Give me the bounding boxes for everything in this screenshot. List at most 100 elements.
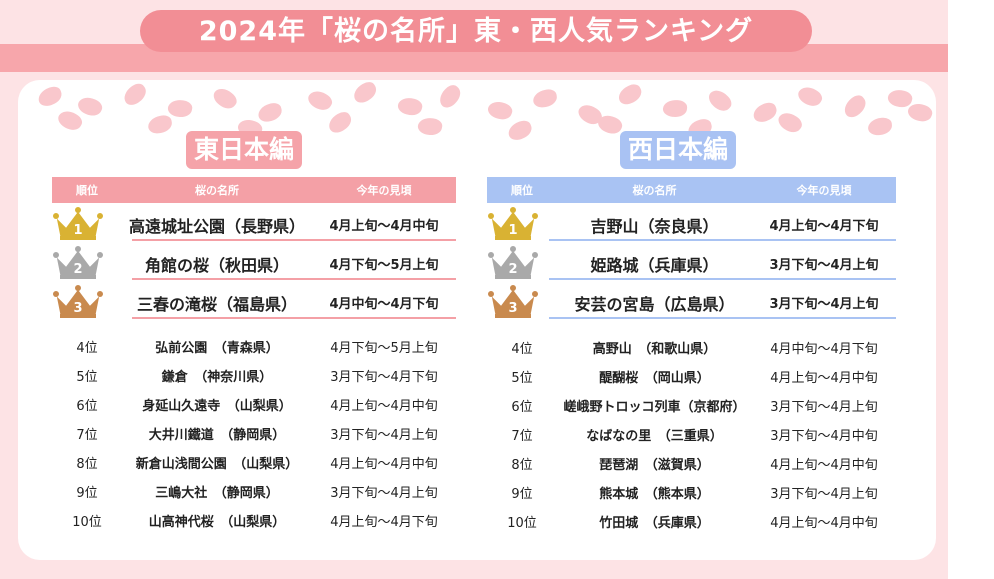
- bloom-period: 4月上旬～4月中旬: [770, 371, 878, 386]
- spot-name: 大井川鐵道 （静岡県）: [148, 428, 286, 443]
- crown-rank-number: 1: [508, 223, 517, 238]
- bloom-period: 4月上旬～4月下旬: [330, 515, 438, 530]
- sakura-petal: [531, 88, 559, 109]
- row-underline: [549, 317, 896, 319]
- bloom-period: 3月下旬～4月上旬: [330, 486, 438, 501]
- bloom-period: 4月中旬～4月下旬: [329, 297, 439, 312]
- sakura-petal: [416, 116, 444, 137]
- east-rank-row: 10位 山高神代桜 （山梨県） 4月上旬～4月下旬: [52, 511, 456, 533]
- spot-name: 弘前公園 （青森県）: [155, 341, 279, 356]
- east-rank-row: 8位 新倉山浅間公園 （山梨県） 4月上旬～4月中旬: [52, 453, 456, 475]
- bloom-period: 3月下旬～4月中旬: [770, 429, 878, 444]
- east-rank-row: 7位 大井川鐵道 （静岡県） 3月下旬～4月上旬: [52, 424, 456, 446]
- sakura-petal: [350, 80, 380, 106]
- rank-label: 4位: [511, 342, 533, 357]
- content-panel: [18, 80, 936, 560]
- spot-name: 姫路城（兵庫県）: [590, 256, 719, 275]
- west-rank-row: 8位 琵琶湖 （滋賀県） 4月上旬～4月中旬: [487, 454, 896, 476]
- sakura-petal: [396, 95, 424, 118]
- bloom-period: 3月下旬～4月下旬: [330, 370, 438, 385]
- spot-name: 角館の桜（秋田県）: [144, 256, 289, 275]
- spot-name: 熊本城 （熊本県）: [599, 487, 710, 502]
- bloom-period: 3月下旬～4月上旬: [769, 258, 879, 273]
- title-pill: [140, 10, 812, 52]
- sakura-petal: [615, 81, 645, 108]
- rank-label: 4位: [76, 341, 98, 356]
- sakura-petal: [75, 93, 105, 120]
- spot-name: 新倉山浅間公園 （山梨県）: [135, 457, 299, 472]
- header-period: 今年の見頃: [796, 184, 852, 197]
- silver-crown-icon: 2: [52, 244, 104, 282]
- east-top-rank-row: 3 三春の滝桜（福島県） 4月中旬～4月下旬: [52, 283, 456, 321]
- spot-name: 竹田城 （兵庫県）: [599, 516, 710, 531]
- crown-rank-number: 2: [73, 262, 82, 277]
- row-underline: [549, 278, 896, 280]
- sakura-petal: [662, 98, 688, 119]
- bloom-period: 3月下旬～4月上旬: [770, 487, 878, 502]
- west-top-rank-row: 2 姫路城（兵庫県） 3月下旬～4月上旬: [487, 244, 896, 282]
- bronze-crown-icon: 3: [52, 283, 104, 321]
- header-period: 今年の見頃: [356, 184, 412, 197]
- sakura-petal: [256, 101, 284, 124]
- header-name: 桜の名所: [632, 184, 677, 197]
- bloom-period: 4月上旬～4月中旬: [770, 516, 878, 531]
- bloom-period: 4月上旬～4月中旬: [329, 219, 439, 234]
- east-section-title: 東日本編: [186, 131, 303, 169]
- west-rank-row: 6位 嵯峨野トロッコ列車（京都府） 3月下旬～4月上旬: [487, 396, 896, 418]
- west-rank-row: 5位 醍醐桜 （岡山県） 4月上旬～4月中旬: [487, 367, 896, 389]
- east-top-rank-row: 2 角館の桜（秋田県） 4月下旬～5月上旬: [52, 244, 456, 282]
- crown-rank-number: 1: [73, 223, 82, 238]
- rank-label: 8位: [76, 457, 98, 472]
- row-underline: [549, 239, 896, 241]
- spot-name: 三嶋大社 （静岡県）: [155, 486, 279, 501]
- rank-label: 9位: [76, 486, 98, 501]
- west-rank-row: 7位 なばなの里 （三重県） 3月下旬～4月中旬: [487, 425, 896, 447]
- crown-rank-number: 3: [508, 301, 517, 316]
- sakura-petal: [35, 84, 65, 109]
- bloom-period: 3月下旬～4月上旬: [769, 297, 879, 312]
- east-rank-row: 9位 三嶋大社 （静岡県） 3月下旬～4月上旬: [52, 482, 456, 504]
- spot-name: 琵琶湖 （滋賀県）: [599, 458, 710, 473]
- sakura-petal: [120, 80, 150, 109]
- sakura-petal: [705, 86, 735, 115]
- bloom-period: 4月上旬～4月中旬: [330, 457, 438, 472]
- rank-label: 7位: [76, 428, 98, 443]
- spot-name: 嵯峨野トロッコ列車（京都府）: [563, 400, 746, 415]
- spot-name: 高野山 （和歌山県）: [592, 342, 717, 357]
- bloom-period: 3月下旬～4月上旬: [330, 428, 438, 443]
- spot-name: 安芸の宮島（広島県）: [574, 295, 735, 314]
- bloom-period: 4月下旬～5月上旬: [330, 341, 438, 356]
- page-title: 2024年「桜の名所」東・西人気ランキング: [198, 16, 754, 47]
- rank-label: 6位: [511, 400, 533, 415]
- east-rank-row: 5位 鎌倉 （神奈川県） 3月下旬～4月下旬: [52, 366, 456, 388]
- bloom-period: 3月下旬～4月上旬: [770, 400, 878, 415]
- bloom-period: 4月上旬～4月下旬: [769, 219, 879, 234]
- east-rank-row: 4位 弘前公園 （青森県） 4月下旬～5月上旬: [52, 337, 456, 359]
- west-rank-row: 9位 熊本城 （熊本県） 3月下旬～4月上旬: [487, 483, 896, 505]
- sakura-petal: [750, 100, 780, 125]
- spot-name: 三春の滝桜（福島県）: [136, 295, 297, 314]
- header-rank: 順位: [76, 184, 98, 197]
- silver-crown-icon: 2: [487, 244, 539, 282]
- bloom-period: 4月上旬～4月中旬: [330, 399, 438, 414]
- sakura-petal: [795, 83, 825, 110]
- west-rank-row: 10位 竹田城 （兵庫県） 4月上旬～4月中旬: [487, 512, 896, 534]
- crown-rank-number: 3: [73, 301, 82, 316]
- sakura-petal: [775, 108, 805, 137]
- east-table-header: 順位 桜の名所 今年の見頃: [52, 177, 456, 203]
- sakura-petal: [505, 118, 535, 143]
- rank-label: 10位: [507, 516, 537, 531]
- row-underline: [132, 239, 456, 241]
- east-rank-row: 6位 身延山久遠寺 （山梨県） 4月上旬～4月中旬: [52, 395, 456, 417]
- west-top-rank-row: 1 吉野山（奈良県） 4月上旬～4月下旬: [487, 205, 896, 243]
- sakura-petal: [325, 109, 355, 136]
- page-background: 2024年「桜の名所」東・西人気ランキング 東日本編 順位 桜の名所 今年の見頃…: [0, 0, 948, 579]
- bloom-period: 4月中旬～4月下旬: [770, 342, 878, 357]
- spot-name: 山高神代桜 （山梨県）: [148, 515, 286, 530]
- rank-label: 8位: [511, 458, 533, 473]
- sakura-petal: [210, 84, 240, 113]
- gold-crown-icon: 1: [52, 205, 104, 243]
- spot-name: なばなの里 （三重県）: [586, 429, 723, 444]
- sakura-petal: [435, 82, 465, 111]
- sakura-petal: [146, 114, 174, 135]
